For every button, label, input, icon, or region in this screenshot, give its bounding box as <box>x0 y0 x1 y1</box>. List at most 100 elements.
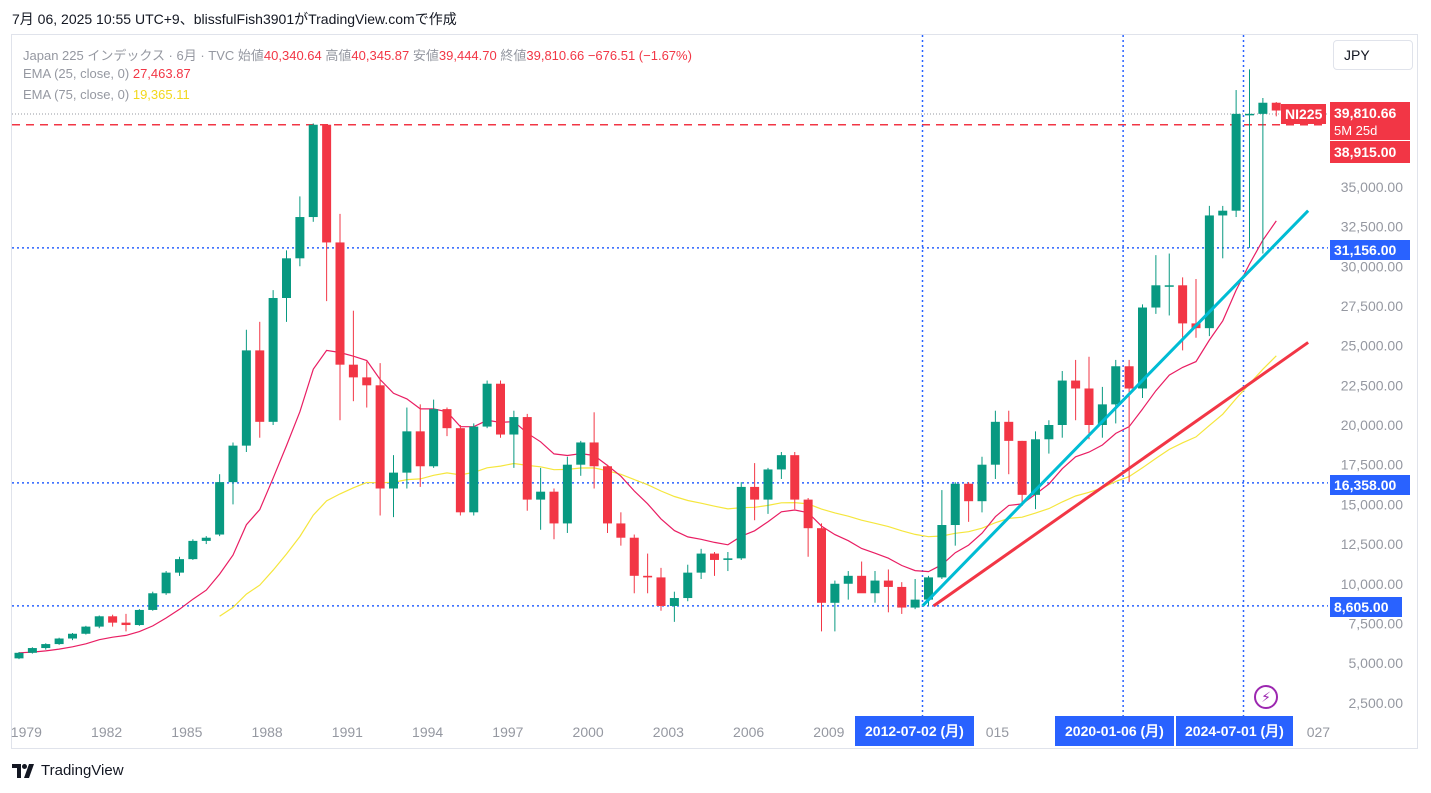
candle <box>308 123 318 222</box>
candle-body <box>629 537 639 576</box>
candle <box>1231 90 1241 218</box>
price-axis-label: 25,000.00 <box>1341 338 1403 354</box>
candle <box>990 410 1000 479</box>
candle <box>469 423 479 516</box>
lightning-icon[interactable]: ⚡ <box>1254 685 1278 709</box>
candle-body <box>335 242 345 365</box>
candle <box>1218 205 1228 259</box>
candle <box>736 482 746 560</box>
horizontal-lines <box>12 113 1328 607</box>
price-axis-label: 22,500.00 <box>1341 377 1403 393</box>
candle-body <box>964 483 974 502</box>
ohlc-legend[interactable]: Japan 225 インデックス · 6月 · TVC 始値40,340.64 … <box>23 45 692 64</box>
candle <box>1031 431 1040 510</box>
candle-body <box>897 586 907 608</box>
chart-frame[interactable] <box>11 34 1418 749</box>
ema25-legend[interactable]: EMA (25, close, 0) 27,463.87 <box>23 66 191 81</box>
candle <box>54 637 64 645</box>
candle <box>295 196 305 267</box>
candle <box>576 440 586 476</box>
time-axis-label: 1988 <box>252 724 283 740</box>
candle-body <box>14 652 24 659</box>
candle-body <box>375 385 385 489</box>
candle <box>442 407 452 437</box>
candle <box>509 410 519 468</box>
candle-body <box>1004 421 1014 441</box>
tradingview-logo-icon <box>12 763 34 778</box>
ema25-line <box>18 220 1277 654</box>
hline-price-tag: 8,605.00 <box>1330 597 1402 617</box>
candle <box>803 498 813 557</box>
open-value: 40,340.64 <box>263 48 322 63</box>
candle-body <box>616 523 626 538</box>
candle-body <box>603 466 612 524</box>
candle-body <box>255 350 265 422</box>
candle-body <box>696 553 706 573</box>
candle-body <box>977 464 987 502</box>
candle-body <box>1258 102 1268 114</box>
candle <box>348 310 358 402</box>
time-axis-label: 1994 <box>412 724 443 740</box>
candle <box>14 652 24 660</box>
candle-body <box>228 445 238 483</box>
time-axis-label: 1982 <box>91 724 122 740</box>
currency-selector[interactable]: JPY <box>1333 40 1413 70</box>
tradingview-logo[interactable]: TradingView <box>12 762 124 779</box>
candle <box>1258 97 1268 254</box>
candle <box>870 571 880 603</box>
time-axis-label: 2003 <box>653 724 684 740</box>
candle-body <box>469 426 479 513</box>
candle <box>228 442 238 505</box>
candle-body <box>282 258 291 298</box>
hline-price-tag: 16,358.00 <box>1330 475 1410 495</box>
candle <box>817 523 826 632</box>
candle-body <box>736 486 746 559</box>
candle-body <box>1057 380 1067 425</box>
candle-body <box>1164 285 1174 287</box>
candle <box>950 482 960 546</box>
candle <box>496 380 505 438</box>
candle <box>1004 410 1014 475</box>
candle <box>201 536 211 545</box>
vline-date-tag: 2020-01-06 (月) <box>1055 716 1174 746</box>
price-axis-label: 15,000.00 <box>1341 496 1403 512</box>
time-axis-label: 015 <box>986 724 1010 740</box>
trendlines <box>921 209 1310 608</box>
candles <box>14 69 1281 660</box>
price-axis-label: 12,500.00 <box>1341 536 1403 552</box>
candle-body <box>910 599 920 608</box>
candle <box>335 213 345 421</box>
candle <box>402 407 412 489</box>
candle-body <box>1097 404 1107 425</box>
candle-body <box>362 377 372 386</box>
candle-body <box>1231 113 1241 211</box>
candle-body <box>161 572 171 594</box>
open-label: 始値 <box>237 48 264 63</box>
candle <box>696 548 706 579</box>
candle-body <box>937 525 947 578</box>
ema75-legend[interactable]: EMA (75, close, 0) 19,365.11 <box>23 87 190 102</box>
candle-body <box>442 409 452 429</box>
candle-body <box>589 442 599 467</box>
candle <box>763 467 773 514</box>
candle <box>750 463 760 521</box>
candle-body <box>562 464 572 524</box>
candle-body <box>710 553 719 560</box>
chart-created-caption: 7月 06, 2025 10:55 UTC+9、blissfulFish3901… <box>12 11 457 27</box>
candle <box>1071 359 1081 421</box>
candle-body <box>148 593 158 610</box>
candle-body <box>830 583 840 603</box>
candle-body <box>843 575 853 584</box>
candle <box>897 582 907 614</box>
candle-body <box>990 421 1000 465</box>
candle-body <box>94 616 104 627</box>
candle <box>41 643 51 650</box>
candle <box>268 290 278 425</box>
candle <box>188 539 198 560</box>
candle-body <box>536 491 546 500</box>
ema25-polyline <box>18 220 1277 654</box>
candle <box>482 380 492 429</box>
candle-body <box>522 417 532 500</box>
candle-body <box>134 609 144 626</box>
